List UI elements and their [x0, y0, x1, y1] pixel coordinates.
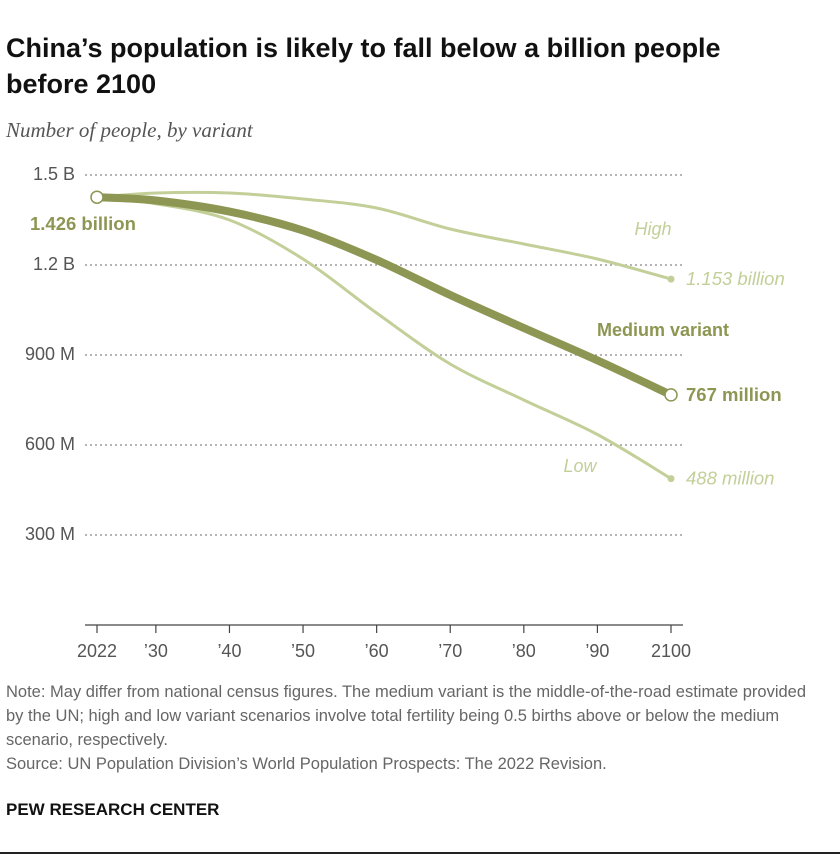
x-tick-label: 2100 — [651, 641, 691, 661]
point-marker — [664, 388, 678, 402]
footer: PEW RESEARCH CENTER — [6, 800, 220, 819]
chart-title: China’s population is likely to fall bel… — [6, 33, 721, 99]
point-marker — [667, 275, 675, 283]
y-tick-label: 900 M — [25, 344, 75, 364]
chart: 300 M 600 M 900 M 1.2 B 1.5 B 2022 ’30 ’40 ’50 ’6… — [25, 164, 785, 661]
point-marker — [667, 475, 675, 483]
value-label: 1.426 billion — [30, 213, 136, 234]
y-tick-label: 300 M — [25, 524, 75, 544]
x-tick-label: ’40 — [217, 641, 241, 661]
point-marker — [90, 190, 104, 204]
x-tick-label: ’30 — [144, 641, 168, 661]
x-tick-label: ’70 — [438, 641, 462, 661]
x-tick-label: ’80 — [512, 641, 536, 661]
source-text: Source: UN Population Division’s World P… — [6, 755, 607, 773]
x-tick-label: 2022 — [77, 641, 117, 661]
note-text: Note: May differ from national census fi… — [6, 683, 807, 749]
y-tick-label: 1.2 B — [33, 254, 75, 274]
divider — [0, 852, 840, 854]
note: Note: May differ from national census fi… — [6, 680, 826, 776]
x-tick-label: ’60 — [365, 641, 389, 661]
series-line — [95, 190, 673, 281]
y-tick-label: 600 M — [25, 434, 75, 454]
series-line — [95, 195, 673, 481]
series-label: Low — [563, 456, 597, 476]
value-label: 488 million — [686, 467, 774, 488]
x-tick-label: ’90 — [585, 641, 609, 661]
series-line — [93, 193, 675, 399]
y-tick-label: 1.5 B — [33, 164, 75, 184]
x-tick-label: ’50 — [291, 641, 315, 661]
chart-subtitle: Number of people, by variant — [6, 118, 253, 142]
value-label: 767 million — [686, 384, 782, 405]
series-label: High — [634, 219, 671, 239]
series-label: Medium variant — [597, 320, 729, 340]
value-label: 1.153 billion — [686, 268, 785, 289]
